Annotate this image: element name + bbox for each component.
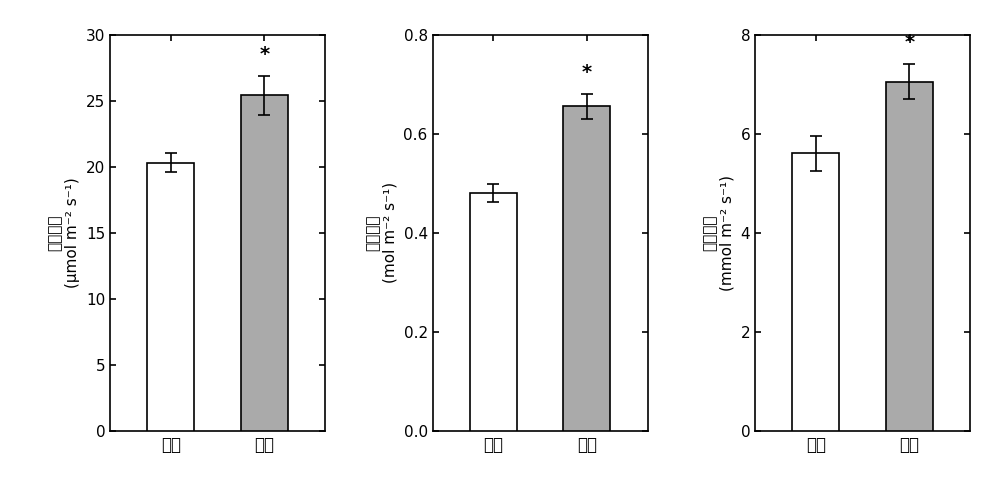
Bar — [147, 163, 194, 431]
Bar — [563, 106, 610, 431]
Y-axis label: 气孔导度
(mol m⁻² s⁻¹): 气孔导度 (mol m⁻² s⁻¹) — [365, 182, 398, 283]
Bar — [241, 96, 288, 431]
Y-axis label: 蹒腾速率
(mmol m⁻² s⁻¹): 蹒腾速率 (mmol m⁻² s⁻¹) — [702, 175, 735, 291]
Bar — [886, 82, 933, 431]
Bar — [470, 193, 517, 431]
Text: *: * — [582, 63, 592, 82]
Text: *: * — [904, 34, 914, 52]
Bar — [792, 153, 839, 431]
Text: *: * — [259, 45, 269, 64]
Y-axis label: 光合速率
(μmol m⁻² s⁻¹): 光合速率 (μmol m⁻² s⁻¹) — [48, 177, 80, 288]
